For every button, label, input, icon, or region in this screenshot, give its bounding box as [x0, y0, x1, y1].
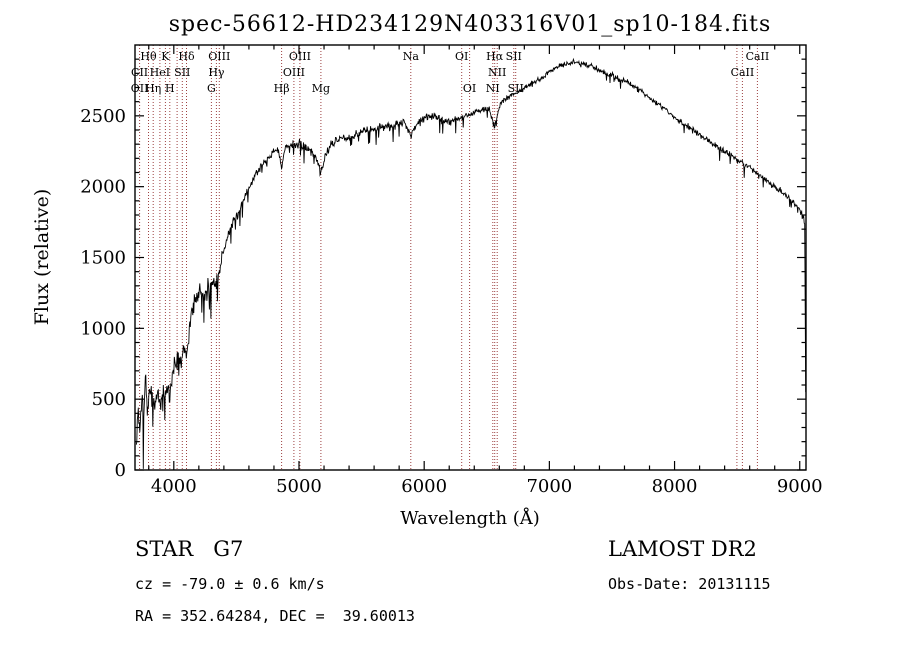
- obs-date-label: Obs-Date: 20131115: [608, 575, 771, 593]
- spectral-line-label: OI: [463, 82, 476, 95]
- radial-velocity-label: cz = -79.0 ± 0.6 km/s: [135, 575, 325, 593]
- spectral-line-label: Hα: [486, 50, 504, 63]
- survey-release-label: LAMOST DR2: [608, 537, 757, 561]
- y-tick-label: 2500: [80, 106, 126, 127]
- spectral-line-label: H: [165, 82, 175, 95]
- y-axis-label: Flux (relative): [31, 188, 53, 326]
- y-tick-label: 0: [115, 460, 126, 481]
- x-tick-label: 4000: [151, 476, 197, 497]
- x-tick-label: 7000: [526, 476, 572, 497]
- plot-frame: [134, 44, 807, 471]
- object-class-label: STAR G7: [135, 537, 244, 561]
- plot-title: spec-56612-HD234129N403316V01_sp10-184.f…: [168, 12, 772, 37]
- spectral-line-label: Na: [403, 50, 420, 63]
- spectral-line-label: CII: [131, 66, 148, 79]
- spectrum-trace: [135, 57, 807, 469]
- y-tick-label: 2000: [80, 177, 126, 198]
- spectral-line-label: OII: [131, 82, 149, 95]
- spectral-line-label: OIII: [208, 50, 230, 63]
- spectral-line-label: OI: [455, 50, 468, 63]
- spectral-line-label: SII: [508, 82, 524, 95]
- y-tick-label: 1000: [80, 318, 126, 339]
- spectral-line-label: Hη: [145, 82, 161, 95]
- plot-border: [134, 44, 807, 471]
- y-tick-label: 1500: [80, 248, 126, 269]
- spectral-line-label: G: [207, 82, 216, 95]
- x-tick-label: 9000: [777, 476, 823, 497]
- x-tick-label: 5000: [276, 476, 322, 497]
- spectral-line-label: Hβ: [274, 82, 290, 95]
- spectral-line-label: K: [161, 50, 170, 63]
- axis-ticks: [135, 45, 806, 471]
- spectral-line-label: CaII: [731, 66, 755, 79]
- spectral-line-label: NI: [486, 82, 500, 95]
- ra-dec-label: RA = 352.64284, DEC = 39.60013: [135, 607, 415, 625]
- spectral-line-label: SII: [174, 66, 190, 79]
- spectral-line-label: HeI: [150, 66, 170, 79]
- spectral-line-label: SII: [506, 50, 522, 63]
- spectrum-flux-line: [135, 57, 807, 469]
- axis-tick-labels: 4000 5000 6000 7000 8000 9000 0 500 1000 1500 2000…: [80, 106, 822, 497]
- spectral-line-label: OIII: [289, 50, 311, 63]
- x-tick-label: 8000: [652, 476, 698, 497]
- spectral-line-label: Hδ: [178, 50, 195, 63]
- spectral-line-label: OIII: [283, 66, 305, 79]
- spectral-line-label: NII: [488, 66, 506, 79]
- x-tick-label: 6000: [401, 476, 447, 497]
- x-axis-label: Wavelength (Å): [400, 508, 540, 529]
- spectral-line-markers: [139, 45, 758, 470]
- spectral-line-label: Mg: [312, 82, 330, 95]
- spectral-line-label: Hγ: [208, 66, 225, 79]
- spectral-line-label: CaII: [746, 50, 770, 63]
- y-tick-label: 500: [92, 389, 126, 410]
- spectral-line-label: Hθ: [140, 50, 157, 63]
